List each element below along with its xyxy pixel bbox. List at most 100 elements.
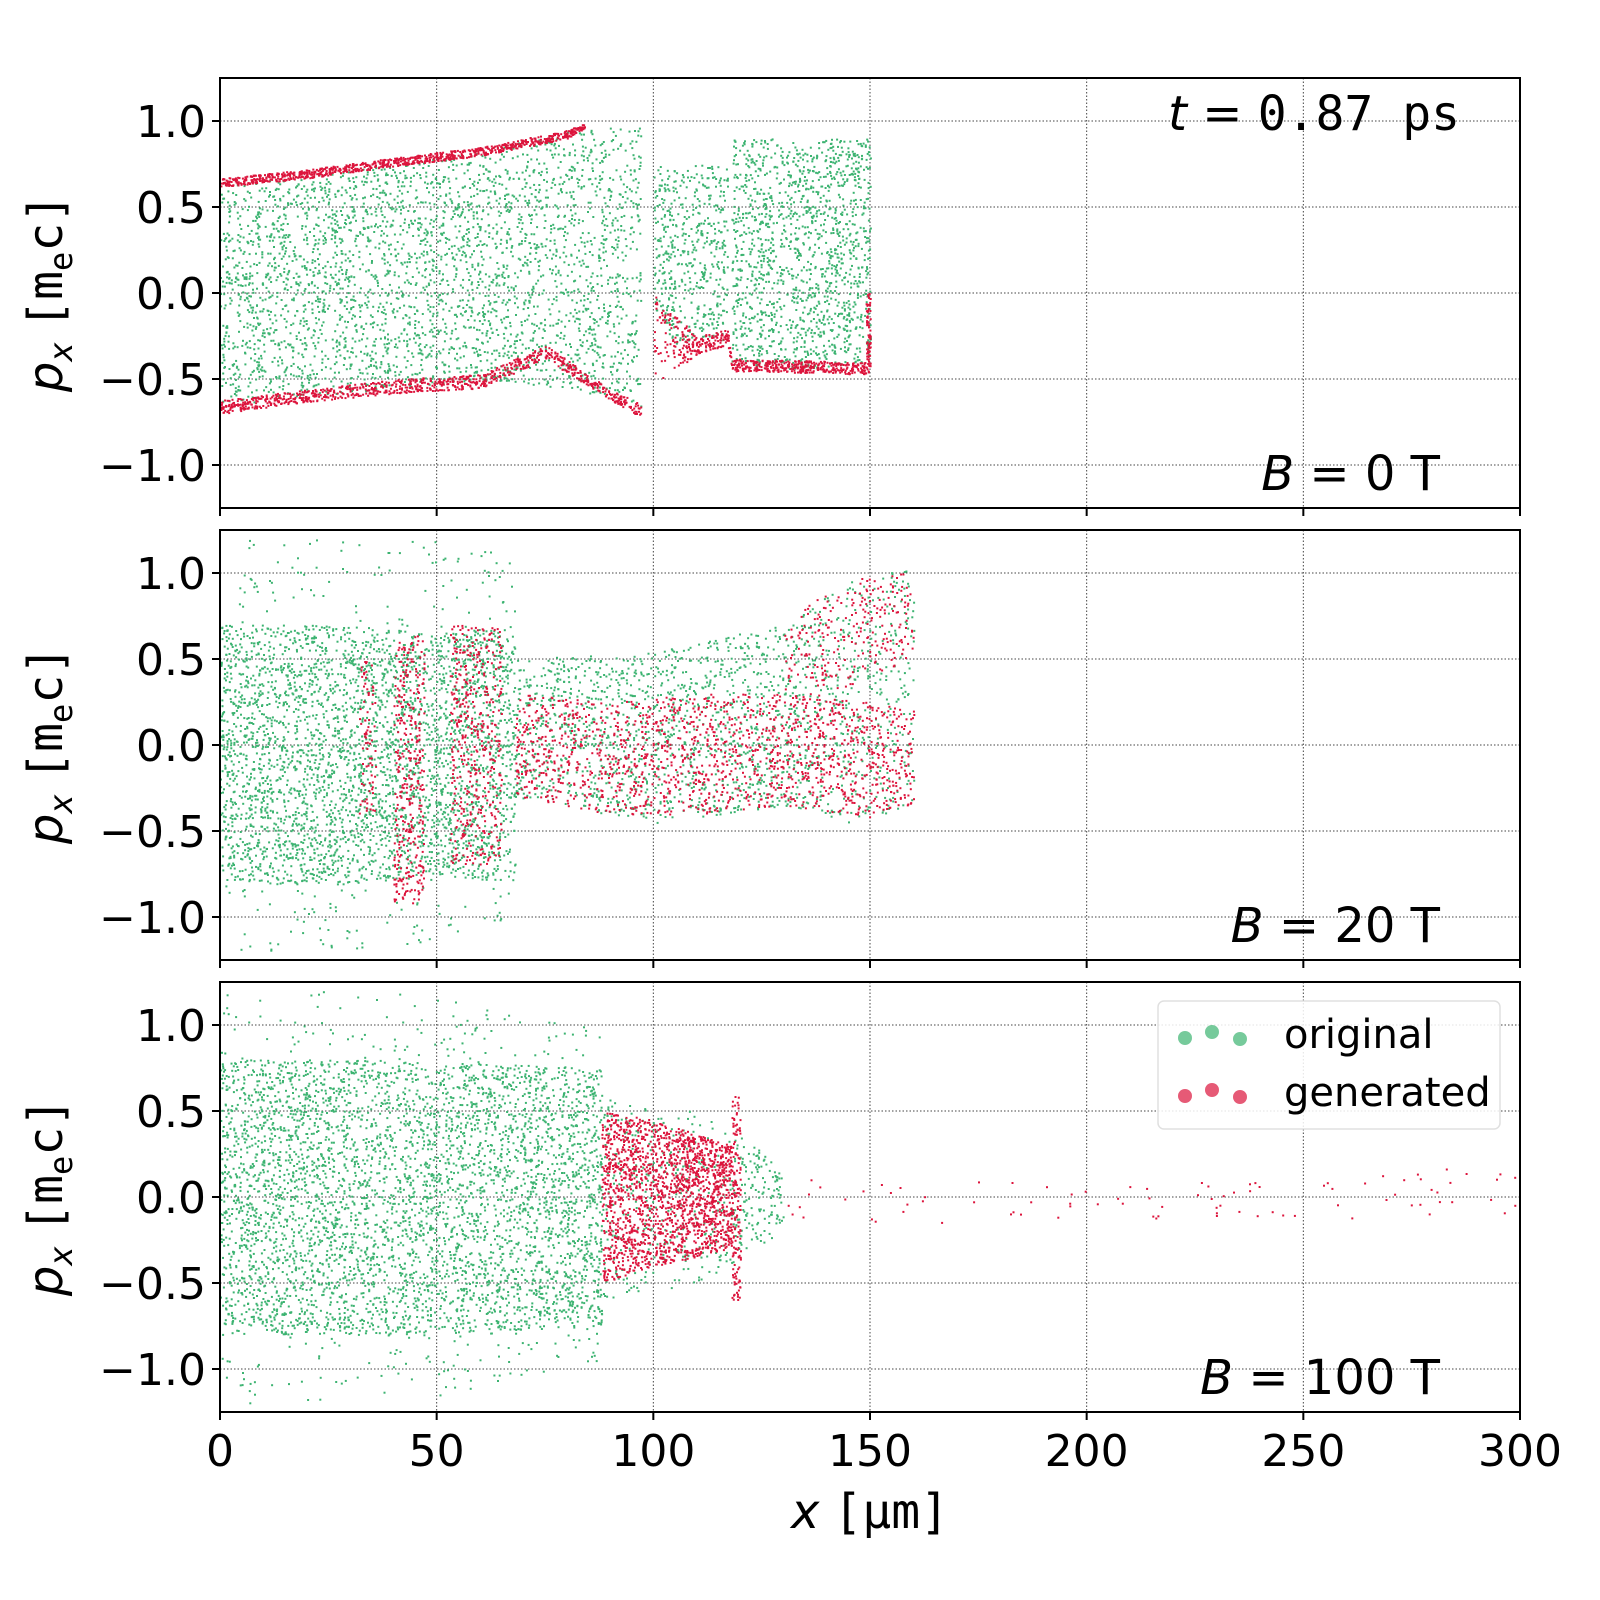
original-point bbox=[227, 190, 230, 193]
original-point bbox=[686, 169, 689, 172]
original-point bbox=[467, 299, 470, 302]
original-point bbox=[487, 310, 490, 313]
original-point bbox=[534, 189, 537, 191]
original-point bbox=[599, 161, 602, 164]
original-point bbox=[672, 308, 675, 311]
original-point bbox=[482, 258, 485, 261]
original-point bbox=[688, 262, 691, 265]
original-point bbox=[609, 276, 611, 279]
original-point bbox=[802, 242, 805, 245]
original-point bbox=[660, 305, 663, 308]
original-point bbox=[461, 314, 464, 317]
original-point bbox=[532, 287, 535, 290]
original-point bbox=[261, 369, 263, 372]
original-point bbox=[325, 178, 328, 181]
original-point bbox=[703, 313, 705, 316]
original-point bbox=[856, 231, 859, 234]
original-point bbox=[751, 177, 754, 180]
original-point bbox=[656, 239, 659, 242]
original-point bbox=[839, 246, 842, 248]
original-point bbox=[244, 343, 247, 346]
original-point bbox=[573, 224, 576, 227]
original-point bbox=[840, 146, 843, 149]
original-point bbox=[819, 200, 822, 203]
original-point bbox=[366, 171, 369, 174]
original-point bbox=[339, 287, 342, 290]
original-point bbox=[374, 277, 377, 280]
original-point bbox=[859, 318, 862, 321]
original-point bbox=[424, 333, 427, 336]
original-point bbox=[827, 148, 830, 151]
original-point bbox=[355, 244, 358, 247]
original-point bbox=[220, 293, 223, 295]
original-point bbox=[715, 245, 718, 248]
original-point bbox=[478, 329, 481, 332]
original-point bbox=[742, 185, 745, 188]
original-point bbox=[638, 289, 641, 292]
original-point bbox=[384, 385, 386, 388]
original-point bbox=[439, 294, 441, 297]
original-point bbox=[689, 281, 692, 284]
original-point bbox=[760, 298, 763, 301]
original-point bbox=[535, 145, 538, 148]
original-point bbox=[594, 144, 597, 147]
original-point bbox=[308, 379, 311, 381]
original-point bbox=[687, 176, 689, 179]
original-point bbox=[592, 289, 595, 292]
original-point bbox=[844, 324, 847, 327]
original-point bbox=[495, 277, 498, 280]
original-point bbox=[745, 232, 748, 235]
original-point bbox=[866, 268, 869, 270]
original-point bbox=[660, 217, 663, 220]
original-point bbox=[835, 271, 838, 274]
original-point bbox=[604, 153, 607, 156]
original-point bbox=[455, 164, 458, 167]
original-point bbox=[848, 220, 851, 223]
original-point bbox=[595, 194, 598, 197]
original-point bbox=[599, 257, 602, 260]
original-point bbox=[609, 311, 612, 313]
original-point bbox=[859, 326, 862, 329]
original-point bbox=[444, 363, 447, 366]
original-point bbox=[818, 171, 821, 174]
original-point bbox=[834, 312, 837, 315]
original-point bbox=[636, 204, 639, 207]
original-point bbox=[802, 184, 805, 187]
original-point bbox=[228, 207, 231, 210]
original-point bbox=[301, 202, 304, 205]
original-point bbox=[582, 262, 585, 265]
original-point bbox=[386, 294, 389, 297]
original-point bbox=[700, 271, 703, 274]
original-point bbox=[224, 345, 226, 348]
original-point bbox=[856, 282, 859, 285]
original-point bbox=[781, 162, 784, 165]
original-point bbox=[445, 193, 448, 196]
original-point bbox=[751, 232, 753, 235]
original-point bbox=[763, 156, 766, 159]
original-point bbox=[696, 198, 699, 200]
original-point bbox=[549, 341, 552, 344]
original-point bbox=[768, 345, 771, 347]
original-point bbox=[424, 261, 427, 264]
original-point bbox=[494, 181, 497, 184]
original-point bbox=[353, 187, 356, 190]
original-point bbox=[285, 234, 288, 237]
original-point bbox=[815, 283, 818, 286]
original-point bbox=[803, 320, 805, 323]
original-point bbox=[435, 178, 438, 181]
original-point bbox=[739, 173, 742, 176]
original-point bbox=[593, 350, 596, 353]
original-point bbox=[829, 143, 832, 145]
original-point bbox=[564, 325, 567, 328]
original-point bbox=[817, 288, 820, 291]
original-point bbox=[707, 186, 710, 189]
original-point bbox=[846, 314, 849, 317]
original-point bbox=[629, 169, 632, 172]
original-point bbox=[430, 295, 433, 298]
original-point bbox=[614, 238, 617, 241]
original-point bbox=[834, 361, 837, 364]
original-point bbox=[717, 261, 720, 263]
original-point bbox=[780, 213, 783, 216]
original-point bbox=[469, 256, 472, 259]
original-point bbox=[533, 233, 536, 236]
